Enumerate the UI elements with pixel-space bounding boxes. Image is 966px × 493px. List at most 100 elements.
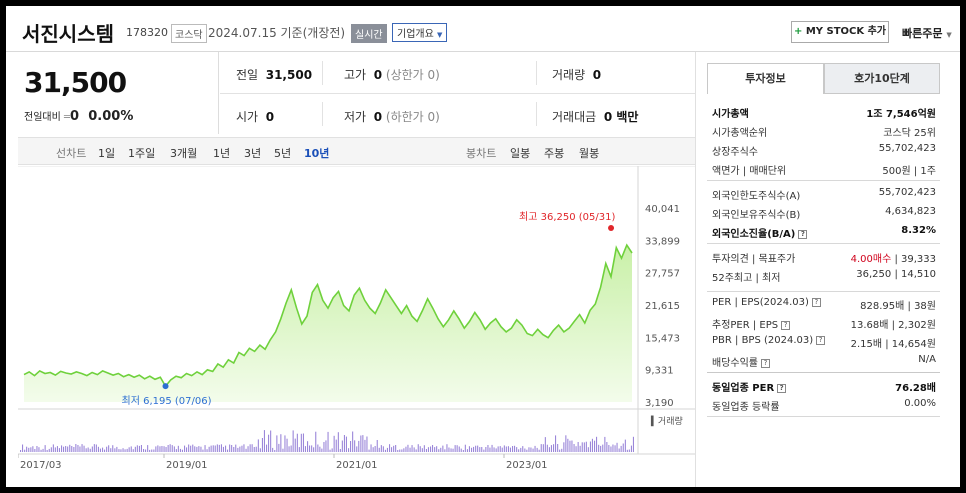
- tab-invest-info[interactable]: 투자정보: [707, 63, 824, 94]
- volume-bar: [177, 445, 179, 452]
- info-row-label: 상장주식수: [712, 147, 758, 158]
- candle-daily[interactable]: 일봉: [510, 147, 531, 160]
- volume-bar: [48, 448, 50, 452]
- my-stock-add-button[interactable]: + MY STOCK 추가: [791, 21, 889, 43]
- volume-bar: [345, 436, 347, 452]
- volume-bar: [405, 446, 407, 452]
- volume-bar: [112, 445, 114, 452]
- volume-bar: [386, 447, 388, 452]
- volume-bar: [393, 445, 395, 452]
- volume-bar: [415, 449, 417, 452]
- info-help-icon[interactable]: ?: [816, 336, 826, 345]
- volume-bar: [278, 443, 280, 452]
- info-row-label: 액면가 | 매매단위: [712, 166, 787, 177]
- stat-open-label: 시가: [236, 110, 259, 124]
- volume-bar: [272, 447, 274, 452]
- volume-bar: [120, 449, 122, 452]
- volume-bar: [288, 446, 290, 452]
- volume-bar: [427, 447, 429, 452]
- volume-bar: [34, 449, 36, 452]
- info-help-icon[interactable]: ?: [798, 230, 808, 239]
- y-tick-label: 21,615: [645, 301, 680, 312]
- volume-bar: [153, 449, 155, 452]
- volume-bar: [413, 447, 415, 452]
- price-chart[interactable]: 40,041 33,899 27,757 21,615 15,473 9,331 3,190…: [17, 165, 695, 484]
- period-1d[interactable]: 1일: [98, 147, 116, 160]
- volume-bar: [598, 444, 600, 452]
- period-10y[interactable]: 10년: [304, 147, 330, 160]
- volume-bar: [204, 445, 206, 452]
- volume-bar: [509, 447, 511, 452]
- current-price: 31,500: [24, 66, 127, 99]
- period-3y[interactable]: 3년: [244, 147, 262, 160]
- volume-bar: [471, 447, 473, 452]
- volume-bar: [364, 439, 366, 452]
- stat-low: 저가 0 (하한가 0): [344, 108, 440, 125]
- tab-order-book[interactable]: 호가10단계: [824, 63, 940, 94]
- info-help-icon[interactable]: ?: [781, 321, 791, 330]
- volume-bar: [97, 446, 99, 452]
- info-row-value: 76.28배: [895, 383, 936, 394]
- corp-info-dropdown[interactable]: 기업개요 ▼: [392, 23, 448, 42]
- volume-bar: [460, 448, 462, 452]
- info-row-value: N/A: [918, 354, 936, 365]
- volume-bar: [464, 444, 466, 452]
- volume-bar: [229, 444, 231, 452]
- volume-bar: [231, 445, 233, 452]
- volume-bar: [374, 446, 376, 452]
- volume-bar: [628, 449, 630, 452]
- volume-bar: [237, 447, 239, 452]
- volume-bar: [391, 447, 393, 452]
- volume-bar: [194, 446, 196, 452]
- volume-bar: [501, 447, 503, 452]
- volume-bar: [399, 449, 401, 452]
- quick-order-button[interactable]: 빠른주문 ▼: [902, 25, 952, 41]
- stat-open-value: 0: [265, 110, 275, 124]
- info-help-icon[interactable]: ?: [761, 359, 770, 368]
- volume-bar: [323, 442, 325, 452]
- info-help-icon[interactable]: ?: [777, 384, 787, 393]
- period-1w[interactable]: 1주일: [128, 147, 156, 160]
- volume-bar: [173, 446, 175, 452]
- period-5y[interactable]: 5년: [274, 147, 292, 160]
- volume-bar: [222, 446, 224, 452]
- volume-bar: [235, 444, 237, 452]
- candle-chart-label: 봉차트: [466, 147, 497, 160]
- volume-bar: [298, 447, 300, 452]
- volume-bar: [618, 448, 620, 452]
- volume-bar: [286, 438, 288, 452]
- volume-bar: [520, 447, 522, 452]
- volume-bar: [255, 446, 257, 452]
- info-help-icon[interactable]: ?: [811, 298, 821, 307]
- volume-bar: [210, 445, 212, 452]
- volume-bar: [419, 446, 421, 452]
- volume-bar: [218, 444, 220, 452]
- info-separator: [707, 180, 940, 181]
- header: 서진시스템 178320 코스닥 2024.07.15 기준(개장전) 실시간 …: [6, 6, 960, 52]
- volume-bar: [354, 440, 356, 452]
- volume-bar: [575, 446, 577, 452]
- realtime-button[interactable]: 실시간: [351, 24, 387, 43]
- volume-bar: [149, 449, 151, 452]
- volume-bar: [247, 446, 249, 452]
- volume-bar: [362, 435, 364, 452]
- candle-weekly[interactable]: 주봉: [544, 147, 565, 160]
- candle-monthly[interactable]: 월봉: [579, 147, 600, 160]
- volume-bar: [95, 444, 97, 452]
- volume-bar: [225, 445, 227, 452]
- volume-bar: [440, 447, 442, 452]
- volume-bar: [24, 449, 26, 452]
- opinion-value: 4.00매수: [850, 254, 892, 265]
- volume-bar: [280, 434, 282, 452]
- period-3m[interactable]: 3개월: [170, 147, 198, 160]
- price-box: 31,500 전일대비 ═0 0.00%: [18, 52, 219, 134]
- volume-bar: [565, 435, 567, 452]
- volume-bar: [544, 437, 546, 452]
- period-1y[interactable]: 1년: [213, 147, 231, 160]
- volume-bar: [276, 435, 278, 452]
- price-chart-svg: 40,041 33,899 27,757 21,615 15,473 9,331 3,190…: [17, 165, 695, 471]
- volume-bar: [165, 447, 167, 452]
- info-row-value: 2.15배 | 14,654원: [850, 339, 936, 350]
- volume-bar: [466, 449, 468, 452]
- volume-bar: [294, 438, 296, 452]
